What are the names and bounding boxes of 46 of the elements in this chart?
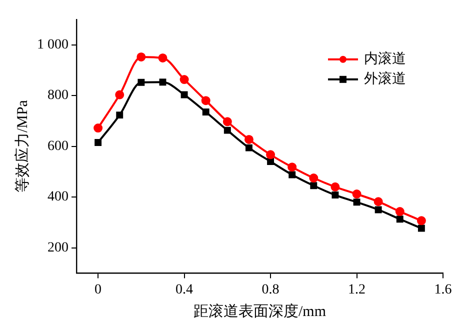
point [180, 91, 188, 98]
point [288, 162, 297, 172]
point [266, 150, 276, 160]
point [332, 192, 339, 199]
x-axis-title: 距滚道表面深度/mm [193, 302, 326, 320]
point [180, 75, 189, 84]
point [395, 207, 404, 216]
point [94, 139, 102, 146]
point [94, 124, 103, 133]
point [136, 52, 146, 62]
point [288, 171, 296, 178]
point [416, 216, 426, 226]
point [159, 78, 166, 86]
point [309, 174, 318, 183]
y-tick-label: 200 [48, 240, 68, 256]
legend-label: 内滚道 [364, 51, 406, 68]
y-tick-label: 1 000 [37, 37, 68, 52]
point [352, 190, 362, 199]
point [374, 197, 383, 206]
point [116, 112, 124, 119]
x-tick-label: 0.8 [262, 282, 280, 298]
point [244, 134, 254, 144]
point [330, 182, 340, 192]
point [224, 126, 231, 134]
point [418, 224, 425, 232]
y-tick-label: 400 [48, 190, 68, 205]
point [353, 198, 360, 206]
point [222, 117, 232, 126]
x-tick-label: 1.2 [348, 282, 366, 298]
point [201, 96, 210, 106]
y-tick-label: 800 [48, 88, 68, 104]
y-tick-label: 600 [48, 138, 68, 154]
point [245, 144, 252, 152]
x-tick-label: 0 [94, 282, 102, 298]
x-tick-label: 0.4 [176, 282, 194, 298]
point [374, 206, 382, 214]
point [115, 90, 124, 100]
point [158, 53, 168, 62]
point [202, 108, 210, 116]
y-axis-title: 等效应力/MPa [14, 100, 31, 193]
legend-label: 外滚道 [364, 71, 406, 88]
x-tick-label: 1.6 [434, 282, 452, 298]
point [267, 158, 274, 166]
point [310, 182, 318, 190]
point [396, 216, 404, 223]
point [138, 78, 145, 86]
